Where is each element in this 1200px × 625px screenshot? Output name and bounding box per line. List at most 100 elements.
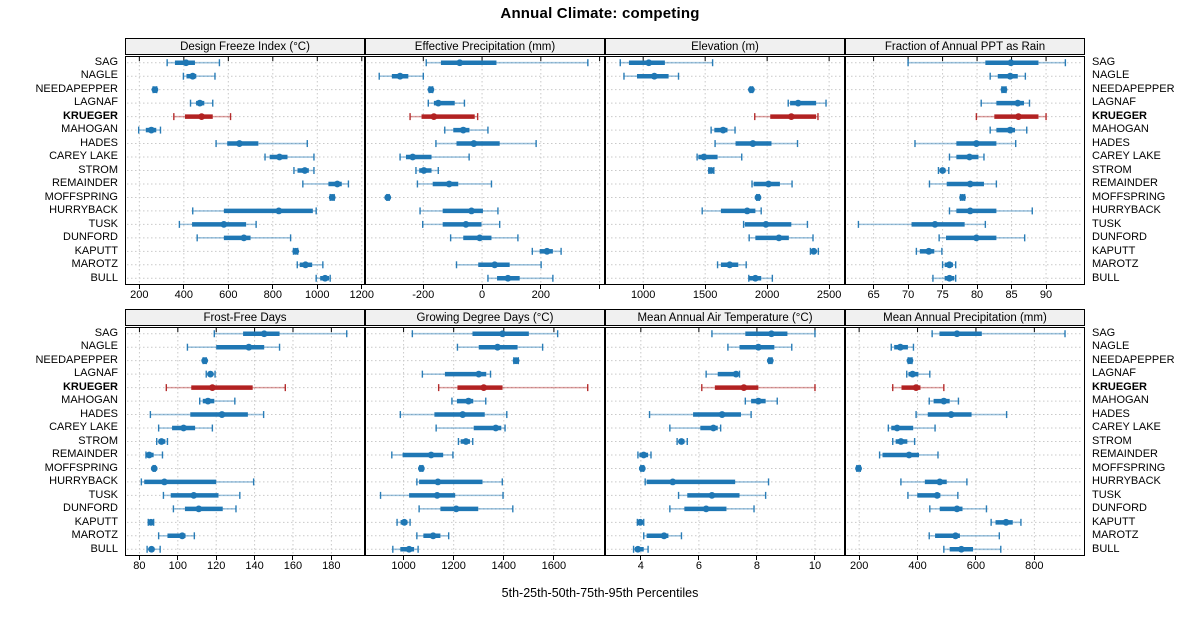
error-bar-sag: [425, 59, 589, 67]
site-label-strom: STROM: [78, 163, 118, 176]
error-bar-sag: [907, 59, 1067, 67]
error-bar-nagle: [989, 72, 1027, 80]
site-label-sag: SAG: [1092, 327, 1116, 339]
median-dot: [909, 370, 916, 378]
error-bar-mahogan: [710, 126, 736, 134]
error-bar-strom: [415, 167, 439, 174]
site-gutter-left-row2: SAG NAGLE NEEDAPEPPER LAGNAF KRUEGER MAHOGAN H…: [0, 327, 125, 556]
median-dot: [476, 234, 484, 242]
error-bar-nagle: [378, 72, 424, 80]
site-label-dunford: DUNFORD: [1092, 502, 1147, 515]
error-bar-carey-lake: [157, 424, 214, 432]
median-dot: [765, 180, 772, 188]
error-bar-kaputt: [915, 247, 943, 255]
site-label-kaputt: KAPUTT: [74, 515, 118, 528]
axis-strip-frost-free-days: 80 100 120 140 160 180: [125, 556, 365, 576]
axis-tick-mark: [553, 556, 555, 560]
site-label-needapepper: NEEDAPEPPER: [1092, 82, 1175, 95]
error-bar-dunford: [172, 505, 237, 513]
site-label-needapepper: NEEDAPEPPER: [35, 353, 118, 366]
site-label-krueger: KRUEGER: [1092, 109, 1148, 122]
site-label-strom: STROM: [78, 434, 118, 447]
median-dot: [434, 99, 442, 107]
error-bar-bull: [392, 545, 419, 553]
gridlines: [847, 57, 1083, 284]
median-dot: [768, 330, 775, 338]
panel-border: [365, 56, 605, 285]
site-label-remainder: REMAINDER: [51, 448, 118, 461]
site-label-mahogan: MAHOGAN: [1092, 123, 1149, 136]
axis-tick-mark: [1045, 285, 1047, 289]
axis-strip-mean-annual-air-temperature-c: 4 6 8 10: [605, 556, 845, 576]
axis-tick-label: 70: [901, 289, 915, 301]
axis-tick-label: 200: [130, 289, 149, 301]
median-dot: [147, 518, 155, 526]
error-bar-needapepper: [1000, 86, 1008, 94]
site-label-marotz: MAROTZ: [1092, 258, 1139, 271]
median-dot: [957, 545, 965, 553]
median-dot: [939, 167, 946, 174]
panel-fraction-of-annual-ppt-as-rain: [845, 56, 1085, 290]
median-dot: [740, 384, 748, 392]
panel-border: [365, 327, 605, 556]
site-label-hades: HADES: [1092, 136, 1130, 149]
axis-tick-mark: [756, 556, 758, 560]
median-dot: [1014, 99, 1022, 107]
error-bar-moffspring: [959, 193, 966, 201]
median-dot: [810, 247, 818, 255]
site-gutter-right-row2: SAG NAGLE NEEDAPEPPER LAGNAF KRUEGER MAHOGAN H…: [1085, 327, 1200, 556]
error-bar-sag: [213, 330, 348, 338]
median-dot: [953, 330, 961, 338]
median-dot: [468, 207, 475, 215]
site-label-hurryback: HURRYBACK: [49, 475, 118, 488]
site-label-bull: BULL: [1092, 542, 1120, 555]
error-bar-moffspring: [417, 464, 425, 472]
error-bar-sag: [619, 59, 714, 67]
error-bar-mahogan: [989, 126, 1028, 134]
panel-header-mean-annual-air-temperature-c: Mean Annual Air Temperature (°C): [605, 309, 845, 326]
error-bar-mahogan: [744, 397, 778, 405]
error-bar-kaputt: [809, 247, 820, 255]
median-dot: [492, 424, 500, 432]
median-dot: [512, 357, 520, 365]
site-label-needapepper: NEEDAPEPPER: [1092, 353, 1175, 366]
axis-tick-label: 90: [1039, 289, 1053, 301]
median-dot: [384, 194, 392, 201]
error-bar-krueger: [701, 384, 816, 392]
axis-tick-mark: [917, 556, 919, 560]
median-dot: [946, 274, 953, 282]
axis-tick-mark: [422, 285, 424, 289]
median-dot: [208, 384, 216, 392]
median-dot: [925, 247, 933, 255]
panel-canvas-mean-annual-air-temperature-c: [605, 327, 845, 556]
median-dot: [702, 505, 710, 513]
axis-strip-elevation-m: 1000 1500 2000 2500: [605, 285, 845, 305]
median-dot: [959, 194, 966, 201]
error-bar-nagle: [890, 343, 915, 351]
site-label-remainder: REMAINDER: [1092, 177, 1159, 190]
median-dot: [445, 180, 453, 188]
median-dot: [638, 465, 646, 472]
error-bar-hurryback: [419, 207, 499, 215]
site-label-kaputt: KAPUTT: [1092, 515, 1136, 528]
median-dot: [456, 59, 464, 67]
median-dot: [754, 343, 762, 351]
panel-canvas-effective-precipitation-mm: [365, 56, 605, 285]
axis-tick-mark: [873, 285, 875, 289]
median-dot: [732, 370, 740, 378]
median-dot: [504, 274, 512, 282]
error-bar-mahogan: [451, 397, 487, 405]
error-bar-carey-lake: [435, 424, 506, 432]
error-bar-carey-lake: [399, 153, 470, 161]
site-label-nagle: NAGLE: [1092, 69, 1130, 82]
error-bar-kaputt: [636, 518, 645, 526]
site-label-mahogan: MAHOGAN: [61, 394, 118, 407]
site-label-mahogan: MAHOGAN: [61, 123, 118, 136]
median-dot: [1006, 72, 1014, 80]
error-bar-remainder: [145, 451, 164, 459]
axis-tick-label: 120: [207, 560, 226, 572]
median-dot: [543, 247, 551, 255]
axis-tick-mark: [814, 556, 816, 560]
axis-tick-mark: [540, 285, 542, 289]
error-bar-needapepper: [512, 357, 520, 365]
